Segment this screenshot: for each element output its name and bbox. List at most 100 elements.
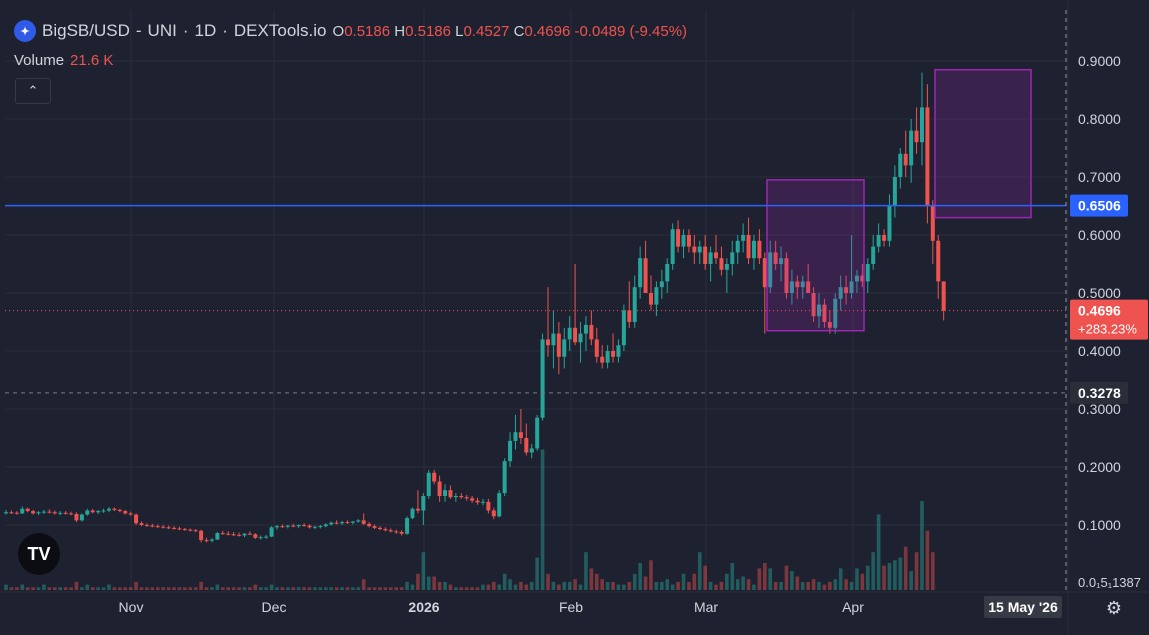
drawing-overlays[interactable] [5,10,1067,590]
volume-bar [611,581,615,590]
last-price-tag-bg [1070,299,1148,340]
volume-bar [221,587,225,590]
volume-bar [69,587,73,590]
volume-bar [730,563,735,590]
y-tick-label: 0.9000 [1078,53,1121,69]
change-value: -0.0489 (-9.45%) [574,22,688,40]
candle-body [811,293,816,317]
volume-bar [340,587,344,590]
candle-body [686,235,691,247]
candle-body [323,524,328,527]
candle-body [681,235,686,247]
candle-body [903,153,908,166]
volume-bar [416,573,420,590]
candle-body [356,520,361,522]
volume-bar [432,576,436,590]
volume-bar [323,587,328,590]
candle-body [936,240,941,282]
x-tick-label: Nov [119,599,144,615]
candle-body [546,339,550,346]
volume-bar [735,579,740,590]
volume-bar [25,587,30,590]
volume-bar [454,587,458,590]
volume-bar [540,449,545,590]
volume-bar [876,514,881,590]
x-tick-label: Apr [842,599,864,615]
last-price-change-tag: +283.23% [1078,322,1137,337]
volume-bar [828,581,832,590]
candle-body [405,518,410,534]
candle-body [724,264,729,270]
volume-bar [52,587,57,590]
candle-body [9,512,14,514]
volume-bar [280,587,285,590]
volume-bar [692,573,697,590]
rectangle-drawing [766,179,865,332]
candle-body [155,526,160,528]
volume-bar [551,581,556,590]
candle-body [871,246,876,264]
volume-bar [844,579,848,590]
volume-bar [237,587,241,590]
volume-bar [172,587,176,590]
candle-body [25,508,30,512]
volume-bar [779,581,783,590]
collapse-legend-button[interactable]: ⌃ [15,78,51,104]
volume-bar [508,579,512,590]
exchange-name: UNI [147,21,177,40]
candle-body [833,298,838,328]
volume-bar [573,579,577,590]
volume-bar [589,568,594,590]
volume-bar [80,587,84,590]
crosshair-time-label: 15 May '26 [988,599,1058,615]
candle-body [806,281,811,293]
candle-body [860,275,865,282]
volume-bar [855,568,859,590]
candle-body [692,246,697,253]
interval-label[interactable]: 1D [194,21,217,40]
tradingview-logo-icon[interactable]: TV [18,533,60,575]
volume-bar [741,576,745,590]
candle-body [594,339,599,357]
candle-body [480,501,485,503]
candle-body [611,351,616,357]
candle-body [150,525,155,527]
volume-bar [145,587,149,590]
candle-body [735,240,740,253]
candle-body [172,527,177,529]
settings-gear-icon[interactable]: ⚙ [1105,597,1123,618]
volume-bar [660,581,664,590]
volume-bar [166,587,171,590]
candle-body [600,356,605,363]
volume-bar [118,587,122,590]
candle-body [415,508,420,511]
candle-body [925,107,930,206]
volume-bar [63,587,68,590]
symbol-name[interactable]: BigSB/USD [42,21,130,40]
volume-bar [893,560,897,590]
candle-body [708,252,713,264]
volume-bar [860,573,865,590]
volume-bar [210,587,214,590]
candle-body [188,529,193,531]
candle-body [535,417,540,449]
y-tick-label: 0.8000 [1078,111,1121,127]
volume-bar [790,571,794,590]
volume-bar [101,587,106,590]
volume-bar [123,587,128,590]
volume-bar [58,587,62,590]
candle-body [919,107,924,143]
dashed-price-tag: 0.3278 [1078,385,1121,401]
candle-body [827,322,832,328]
volume-bar [513,584,518,590]
candle-body [237,534,242,536]
volume-label: Volume [14,52,65,69]
volume-bar [486,584,491,590]
crosshair-time-label-bg [984,596,1062,618]
candle-body [182,529,187,531]
candle-body [589,324,594,340]
candle-body [659,281,664,288]
candle-body [123,511,128,514]
candle-body [844,287,849,293]
